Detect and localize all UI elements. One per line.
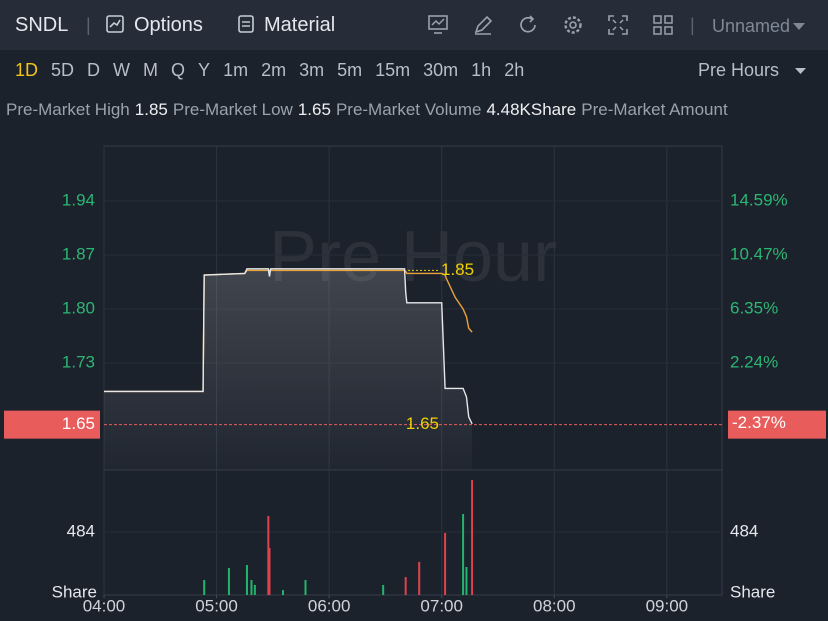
layout-icon[interactable] [652,14,674,36]
draw-icon[interactable] [472,14,494,36]
volume-bar [267,515,270,595]
average-line [104,269,473,393]
y2-tick-label: 484 [730,521,758,540]
options-icon[interactable] [105,14,125,34]
y2-tick-label: 10.47% [730,245,788,264]
volume-bar [418,561,421,595]
volume-bar [465,567,468,595]
refresh-icon[interactable] [517,14,539,36]
separator: | [86,15,91,35]
y-tick-label: 1.94 [62,190,95,209]
watermark: Pre Hour [269,217,557,297]
symbol[interactable]: SNDL [15,14,69,36]
volume-bar [203,580,206,595]
plot-frame [103,145,723,596]
stat-label: Pre-Market Amount [581,100,728,119]
volume-bar [268,547,271,595]
last-price-label: 1.65 [62,414,95,433]
stat-label: Pre-Market High [6,100,130,119]
timeframe-tab[interactable]: 1h [471,60,492,80]
volume-bar [245,565,248,595]
timeframe-tab[interactable]: Q [171,60,186,80]
y2-axis-unit: Share [730,582,775,601]
timeframe-tab[interactable]: 1m [223,60,249,80]
indicator-icon[interactable] [427,14,449,36]
volume-bar [404,577,407,595]
timeframe-tab[interactable]: W [113,60,131,80]
volume-bar [227,568,230,595]
dropdown-arrow[interactable] [793,23,805,31]
stat-label: Pre-Market Low [172,100,293,119]
x-tick-label: 06:00 [308,596,351,615]
volume-bar [444,533,447,595]
y-tick-label: 1.80 [62,298,95,317]
timeframe-tab[interactable]: 3m [299,60,325,80]
x-tick-label: 08:00 [533,596,576,615]
dropdown-arrow[interactable] [795,68,806,75]
stat-value: 1.65 [297,100,331,119]
timeframe-bar: 1D 5D D W M Q Y 1m 2m 3m 5m 15m 30m 1h 2h [15,60,537,81]
y-tick-label: 484 [67,521,95,540]
x-tick-label: 04:00 [83,596,126,615]
timeframe-tab[interactable]: 2m [261,60,287,80]
price-area [104,268,473,470]
x-tick-label: 09:00 [646,596,689,615]
y-tick-label: 1.87 [62,244,95,263]
options-button[interactable]: Options [134,14,203,36]
material-button[interactable]: Material [264,14,336,36]
timeframe-tab[interactable]: D [87,60,101,80]
volume-bar [471,480,474,595]
timeframe-tab[interactable]: 30m [423,60,459,80]
volume-bar [304,580,307,595]
last-price-tag [4,410,100,439]
timeframe-tab[interactable]: 5D [51,60,75,80]
settings-icon[interactable] [562,14,584,36]
x-tick-label: 07:00 [420,596,463,615]
layout-menu[interactable]: Unnamed [712,16,791,36]
stats-row: Pre-Market High 1.85 Pre-Market Low 1.65 Pre… [6,100,828,120]
last-change-label: -2.37% [732,413,786,432]
timeframe-tab[interactable]: 1D [15,60,39,80]
timeframe-tab[interactable]: Y [198,60,211,80]
x-tick-label: 05:00 [195,596,238,615]
y2-tick-label: 14.59% [730,191,788,210]
session-menu[interactable]: Pre Hours [698,60,780,80]
volume-bar [281,590,284,595]
stat-value: 4.48KShare [486,100,577,119]
stat-value: 1.85 [134,100,168,119]
timeframe-tab[interactable]: 2h [504,60,525,80]
material-icon[interactable] [236,14,256,34]
stat-label: Pre-Market Volume [335,100,482,119]
y2-tick-label: 2.24% [730,352,778,371]
volume-bar [382,584,385,595]
volume-bar [253,584,256,595]
separator: | [690,15,695,35]
high-label: 1.85 [441,260,474,279]
low-label: 1.65 [406,414,439,433]
y2-tick-label: 6.35% [730,299,778,318]
timeframe-tab[interactable]: 15m [375,60,411,80]
volume-bar [462,514,465,595]
price-line [104,268,473,425]
y-axis-unit: Share [52,582,97,601]
fullscreen-icon[interactable] [607,14,629,36]
toolbar: SNDL | Options Material | Unnamed [0,0,828,50]
last-change-tag [728,410,826,439]
volume-bar [250,580,253,595]
timeframe-tab[interactable]: M [143,60,159,80]
y-tick-label: 1.73 [62,352,95,371]
timeframe-tab[interactable]: 5m [337,60,363,80]
